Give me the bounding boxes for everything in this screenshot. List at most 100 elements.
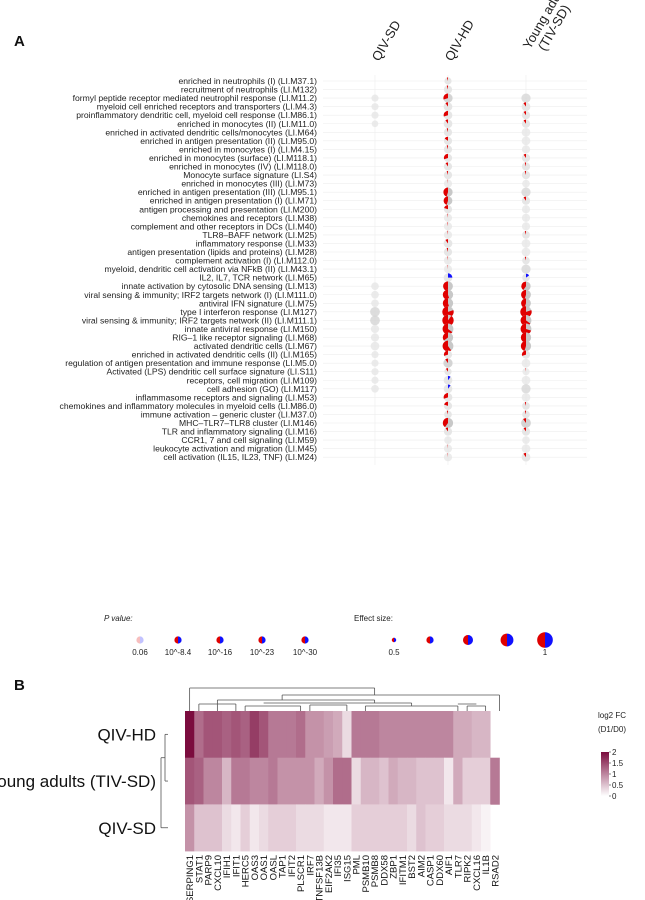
module-pie bbox=[370, 306, 380, 317]
heatmap-cell bbox=[333, 804, 343, 852]
pie-background bbox=[521, 247, 531, 257]
module-pie bbox=[521, 289, 531, 300]
pie-background bbox=[521, 145, 531, 154]
pie-background bbox=[370, 315, 380, 326]
module-pie bbox=[443, 205, 453, 214]
pie-up-wedge bbox=[442, 306, 454, 318]
heatmap-cell bbox=[351, 804, 362, 852]
panel-a-column-headers: QIV-SD QIV-HD Young adults(TIV-SD) bbox=[369, 0, 573, 64]
heatmap-gene-label: IRF7 bbox=[305, 855, 316, 876]
panel-a-pies bbox=[370, 77, 532, 462]
p-value-legend-title: P value: bbox=[104, 614, 133, 623]
pie-up-wedge bbox=[447, 230, 448, 235]
heatmap-cell bbox=[453, 757, 463, 805]
pie-background bbox=[371, 359, 379, 367]
pie-background bbox=[521, 444, 531, 454]
pie-up-wedge bbox=[463, 635, 468, 645]
heatmap-gene-label: BST2 bbox=[407, 855, 418, 879]
pie-up-wedge bbox=[446, 77, 448, 81]
module-label: immune activation – generic cluster (LI.… bbox=[141, 409, 317, 419]
module-label: cell adhesion (GO) (LI.M117) bbox=[207, 384, 317, 394]
module-pie bbox=[443, 401, 453, 410]
heatmap-cell bbox=[453, 804, 463, 852]
heatmap-cell bbox=[434, 711, 445, 758]
pie-down-wedge bbox=[140, 636, 144, 644]
pie-background bbox=[371, 368, 379, 376]
heatmap-cell bbox=[444, 804, 454, 852]
effect-size-legend-label: 1 bbox=[543, 648, 548, 657]
module-pie bbox=[443, 358, 453, 368]
heatmap-cell bbox=[240, 804, 251, 852]
pie-up-wedge bbox=[521, 289, 526, 300]
module-pie bbox=[521, 213, 531, 222]
module-pie bbox=[442, 298, 454, 309]
module-label: enriched in monocytes (I) (LI.M4.15) bbox=[179, 144, 317, 154]
module-label: enriched in antigen presentation (II) (L… bbox=[140, 136, 317, 146]
module-pie bbox=[520, 332, 532, 343]
pie-down-wedge bbox=[178, 636, 182, 644]
module-pie bbox=[371, 282, 379, 291]
heatmap-cell bbox=[259, 711, 269, 758]
module-label: antigen processing and presentation (LI.… bbox=[139, 204, 317, 214]
module-pie bbox=[521, 350, 531, 359]
pie-up-wedge bbox=[391, 637, 394, 643]
module-pie bbox=[521, 358, 531, 368]
module-pie bbox=[371, 94, 379, 102]
heatmap-cell bbox=[277, 804, 288, 852]
module-pie bbox=[443, 145, 453, 154]
heatmap-cell bbox=[231, 804, 241, 852]
module-pie bbox=[442, 340, 454, 352]
heatmap-gene-label: ZBP1 bbox=[389, 855, 400, 879]
heatmap-cell bbox=[277, 711, 288, 758]
module-pie bbox=[443, 136, 453, 145]
heatmap-gene-label: RIPK2 bbox=[463, 855, 474, 882]
module-pie bbox=[371, 376, 379, 384]
pie-up-wedge bbox=[446, 170, 448, 176]
heatmap-gene-label: IFIT2 bbox=[287, 855, 298, 877]
pie-background bbox=[521, 136, 531, 146]
heatmap-cell bbox=[370, 757, 380, 805]
effect-size-legend-pie bbox=[500, 633, 514, 647]
pie-down-wedge bbox=[545, 632, 553, 648]
pie-up-wedge bbox=[446, 85, 448, 90]
module-pie bbox=[521, 375, 531, 385]
module-pie bbox=[520, 323, 532, 335]
p-value-legend-label: 10^-23 bbox=[250, 648, 275, 657]
heatmap-gene-labels: SERPING1STAT1PARP9CXCL10IFIH1IFIT1HERC5O… bbox=[185, 855, 501, 900]
column-header: QIV-HD bbox=[442, 17, 477, 63]
module-pie bbox=[521, 222, 531, 231]
heatmap-cell bbox=[462, 757, 473, 805]
heatmap-row-label: Young adults (TIV-SD) bbox=[0, 772, 156, 791]
module-pie bbox=[371, 299, 379, 308]
pie-up-wedge bbox=[521, 350, 526, 356]
module-pie bbox=[521, 187, 531, 197]
module-label: myeloid, dendritic cell activation via N… bbox=[104, 264, 317, 274]
pie-background bbox=[521, 187, 531, 197]
pie-up-wedge bbox=[523, 418, 526, 423]
p-value-legend-pie bbox=[301, 636, 309, 644]
module-pie bbox=[443, 93, 453, 103]
module-pie bbox=[371, 368, 379, 376]
heatmap-cell bbox=[342, 804, 352, 852]
heatmap-cell bbox=[249, 804, 260, 852]
heatmap-cell bbox=[222, 757, 232, 805]
heatmap-cell bbox=[397, 711, 408, 758]
module-pie bbox=[520, 340, 532, 352]
heatmap-cell bbox=[407, 804, 417, 852]
effect-size-legend-pie bbox=[426, 636, 434, 644]
heatmap-cell bbox=[462, 711, 473, 758]
heatmap-gene-label: TNFSF13B bbox=[315, 855, 326, 900]
module-pie bbox=[371, 111, 379, 119]
heatmap-gene-label: TLR7 bbox=[453, 855, 464, 878]
heatmap-cell bbox=[259, 757, 269, 805]
module-pie bbox=[443, 85, 453, 94]
heatmap-cell bbox=[351, 711, 362, 758]
heatmap-gene-label: OAS3 bbox=[250, 855, 261, 880]
module-pie bbox=[521, 127, 531, 137]
panel-a-label: A bbox=[14, 33, 25, 50]
heatmap-gene-label: EIF2AK2 bbox=[324, 855, 335, 893]
heatmap-cell bbox=[222, 711, 232, 758]
panel-a-legend: P value: Effect size: 0.06 10^-8.4 10^-16 1… bbox=[104, 614, 553, 657]
module-pie bbox=[371, 290, 379, 299]
p-value-legend-label: 10^-16 bbox=[208, 648, 233, 657]
